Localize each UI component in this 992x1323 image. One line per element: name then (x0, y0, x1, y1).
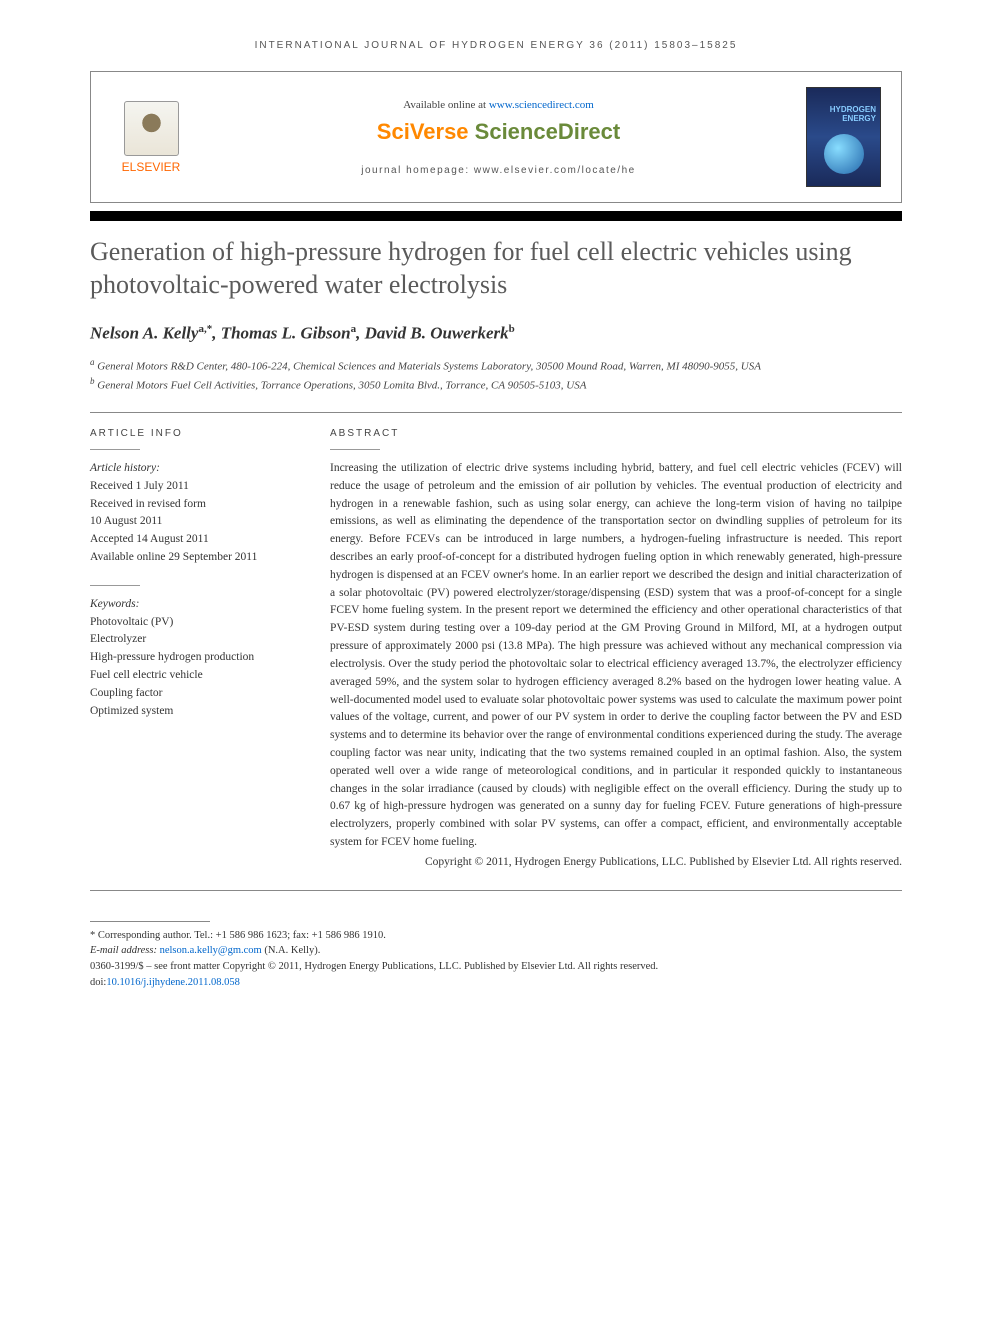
article-info-header: ARTICLE INFO (90, 428, 300, 439)
author-2: , Thomas L. Gibson (212, 324, 350, 343)
elsevier-logo: ELSEVIER (111, 92, 191, 182)
abstract-body: Increasing the utilization of electric d… (330, 460, 902, 852)
footnote-divider (90, 921, 210, 922)
article-info-column: ARTICLE INFO Article history: Received 1… (90, 428, 300, 872)
divider-top (90, 412, 902, 413)
email-link[interactable]: nelson.a.kelly@gm.com (160, 945, 262, 956)
email-line: E-mail address: nelson.a.kelly@gm.com (N… (90, 943, 902, 959)
abstract-column: ABSTRACT Increasing the utilization of e… (330, 428, 902, 872)
journal-info-box: ELSEVIER Available online at www.science… (90, 71, 902, 203)
divider-bottom (90, 890, 902, 891)
footer: * Corresponding author. Tel.: +1 586 986… (90, 921, 902, 991)
sciencedirect-link[interactable]: www.sciencedirect.com (489, 99, 594, 111)
available-prefix: Available online at (403, 99, 489, 111)
article-title: Generation of high-pressure hydrogen for… (90, 236, 902, 301)
received-date: Received 1 July 2011 (90, 478, 300, 496)
online-date: Available online 29 September 2011 (90, 549, 300, 567)
keywords-label: Keywords: (90, 596, 300, 614)
article-history: Article history: Received 1 July 2011 Re… (90, 460, 300, 567)
revised-line2: 10 August 2011 (90, 513, 300, 531)
aff-a-text: General Motors R&D Center, 480-106-224, … (95, 360, 761, 372)
aff-b-text: General Motors Fuel Cell Activities, Tor… (95, 379, 587, 391)
elsevier-text: ELSEVIER (122, 160, 181, 174)
keyword-3: High-pressure hydrogen production (90, 649, 300, 667)
black-separator-bar (90, 211, 902, 221)
history-label: Article history: (90, 460, 300, 478)
keyword-4: Fuel cell electric vehicle (90, 667, 300, 685)
authors-line: Nelson A. Kellya,*, Thomas L. Gibsona, D… (90, 323, 902, 344)
globe-icon (824, 134, 864, 174)
abstract-header: ABSTRACT (330, 428, 902, 439)
doi-line: doi:10.1016/j.ijhydene.2011.08.058 (90, 975, 902, 991)
keywords-divider (90, 585, 140, 586)
abstract-copyright: Copyright © 2011, Hydrogen Energy Public… (330, 854, 902, 872)
author-3: , David B. Ouwerkerk (356, 324, 509, 343)
author-3-sup: b (509, 323, 515, 335)
available-online: Available online at www.sciencedirect.co… (191, 99, 806, 111)
doi-label: doi: (90, 977, 106, 988)
corresponding-author: * Corresponding author. Tel.: +1 586 986… (90, 928, 902, 944)
email-suffix: (N.A. Kelly). (262, 945, 321, 956)
accepted-date: Accepted 14 August 2011 (90, 531, 300, 549)
journal-homepage: journal homepage: www.elsevier.com/locat… (191, 165, 806, 176)
abstract-divider (330, 449, 380, 450)
sciencedirect-word: ScienceDirect (469, 119, 621, 144)
article-info-divider (90, 449, 140, 450)
center-info: Available online at www.sciencedirect.co… (191, 99, 806, 176)
journal-cover: HYDROGEN ENERGY (806, 87, 881, 187)
issn-line: 0360-3199/$ – see front matter Copyright… (90, 959, 902, 975)
journal-header: INTERNATIONAL JOURNAL OF HYDROGEN ENERGY… (90, 40, 902, 51)
keyword-6: Optimized system (90, 703, 300, 721)
elsevier-tree-icon (124, 101, 179, 156)
author-1: Nelson A. Kelly (90, 324, 198, 343)
affiliations: a General Motors R&D Center, 480-106-224… (90, 356, 902, 394)
sciverse-logo: SciVerse ScienceDirect (191, 119, 806, 145)
email-label: E-mail address: (90, 945, 160, 956)
affiliation-b: b General Motors Fuel Cell Activities, T… (90, 375, 902, 394)
keyword-2: Electrolyzer (90, 631, 300, 649)
keyword-5: Coupling factor (90, 685, 300, 703)
cover-title: HYDROGEN ENERGY (807, 88, 880, 124)
keywords-block: Keywords: Photovoltaic (PV) Electrolyzer… (90, 596, 300, 721)
author-1-sup: a,* (198, 323, 212, 335)
affiliation-a: a General Motors R&D Center, 480-106-224… (90, 356, 902, 375)
revised-line1: Received in revised form (90, 496, 300, 514)
doi-link[interactable]: 10.1016/j.ijhydene.2011.08.058 (106, 977, 239, 988)
keyword-1: Photovoltaic (PV) (90, 614, 300, 632)
two-column-layout: ARTICLE INFO Article history: Received 1… (90, 428, 902, 872)
sciverse-word: SciVerse (377, 119, 469, 144)
